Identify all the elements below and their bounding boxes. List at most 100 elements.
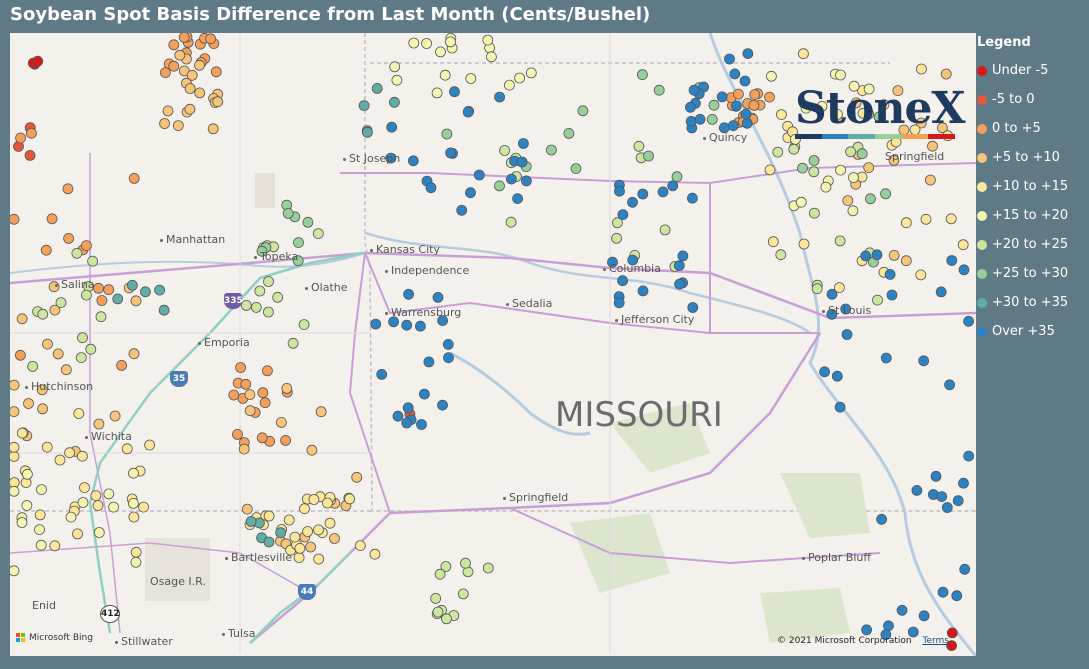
basis-point[interactable] — [388, 96, 400, 108]
basis-point[interactable] — [742, 48, 754, 60]
basis-point[interactable] — [633, 140, 645, 152]
basis-point[interactable] — [128, 348, 140, 360]
basis-point[interactable] — [462, 106, 474, 118]
basis-point[interactable] — [174, 49, 186, 61]
basis-point[interactable] — [302, 216, 314, 228]
basis-point[interactable] — [432, 606, 444, 618]
basis-point[interactable] — [79, 482, 90, 494]
basis-point[interactable] — [32, 55, 44, 67]
basis-point[interactable] — [10, 565, 20, 577]
basis-point[interactable] — [263, 510, 275, 522]
basis-point[interactable] — [907, 626, 919, 638]
basis-point[interactable] — [937, 122, 948, 134]
basis-point[interactable] — [800, 102, 812, 114]
basis-point[interactable] — [741, 117, 753, 129]
basis-point[interactable] — [283, 514, 295, 526]
basis-point[interactable] — [10, 213, 20, 225]
basis-point[interactable] — [811, 283, 823, 295]
basis-point[interactable] — [687, 302, 699, 313]
basis-point[interactable] — [128, 172, 140, 184]
basis-point[interactable] — [289, 531, 301, 543]
map-canvas[interactable]: MISSOURI St Joseph Manhattan Topeka Kans… — [10, 33, 976, 656]
basis-point[interactable] — [546, 144, 557, 156]
basis-point[interactable] — [250, 301, 262, 313]
basis-point[interactable] — [920, 213, 932, 225]
basis-point[interactable] — [797, 162, 808, 174]
basis-point[interactable] — [15, 132, 27, 144]
basis-point[interactable] — [514, 72, 526, 84]
basis-point[interactable] — [880, 352, 892, 364]
basis-point[interactable] — [139, 286, 151, 298]
basis-point[interactable] — [77, 497, 89, 508]
basis-point[interactable] — [706, 114, 718, 125]
basis-point[interactable] — [435, 46, 446, 58]
basis-point[interactable] — [940, 68, 952, 80]
basis-point[interactable] — [293, 552, 305, 563]
basis-point[interactable] — [729, 68, 741, 80]
basis-point[interactable] — [71, 247, 83, 259]
basis-point[interactable] — [93, 418, 105, 430]
basis-point[interactable] — [485, 51, 497, 63]
basis-point[interactable] — [951, 590, 963, 602]
basis-point[interactable] — [262, 306, 274, 318]
basis-point[interactable] — [764, 91, 775, 103]
basis-point[interactable] — [313, 553, 325, 565]
basis-point[interactable] — [465, 187, 476, 199]
basis-point[interactable] — [87, 255, 98, 267]
basis-point[interactable] — [108, 501, 119, 513]
legend-item[interactable]: +30 to +35 — [977, 288, 1087, 317]
basis-point[interactable] — [376, 368, 388, 380]
basis-point[interactable] — [159, 118, 171, 129]
basis-point[interactable] — [10, 451, 20, 462]
basis-point[interactable] — [617, 275, 628, 287]
basis-point[interactable] — [263, 536, 275, 548]
basis-point[interactable] — [54, 454, 66, 466]
basis-point[interactable] — [935, 286, 947, 298]
basis-point[interactable] — [900, 255, 912, 267]
basis-point[interactable] — [445, 147, 457, 159]
basis-point[interactable] — [391, 74, 403, 86]
basis-point[interactable] — [324, 517, 336, 529]
basis-point[interactable] — [329, 533, 340, 544]
basis-point[interactable] — [918, 610, 930, 622]
basis-point[interactable] — [847, 205, 859, 217]
basis-point[interactable] — [437, 399, 448, 411]
basis-point[interactable] — [637, 285, 649, 297]
basis-point[interactable] — [116, 359, 127, 371]
basis-point[interactable] — [130, 295, 142, 307]
basis-point[interactable] — [916, 63, 927, 75]
basis-point[interactable] — [386, 121, 398, 133]
legend-item[interactable]: +10 to +15 — [977, 172, 1087, 201]
basis-point[interactable] — [414, 320, 426, 332]
basis-point[interactable] — [128, 511, 140, 523]
basis-point[interactable] — [27, 360, 39, 372]
basis-point[interactable] — [313, 524, 324, 536]
basis-point[interactable] — [402, 402, 414, 414]
basis-point[interactable] — [826, 288, 838, 300]
basis-point[interactable] — [848, 80, 860, 92]
basis-point[interactable] — [643, 150, 654, 162]
basis-point[interactable] — [465, 73, 477, 84]
basis-point[interactable] — [434, 568, 446, 580]
basis-point[interactable] — [103, 488, 115, 500]
basis-point[interactable] — [72, 528, 83, 540]
basis-point[interactable] — [35, 539, 47, 551]
basis-point[interactable] — [835, 69, 846, 81]
legend-item[interactable]: +15 to +20 — [977, 201, 1087, 230]
basis-point[interactable] — [293, 237, 304, 249]
basis-point[interactable] — [739, 75, 751, 87]
basis-point[interactable] — [677, 250, 689, 262]
basis-point[interactable] — [52, 348, 64, 360]
basis-point[interactable] — [36, 484, 47, 496]
basis-point[interactable] — [275, 416, 287, 428]
legend-item[interactable]: +25 to +30 — [977, 259, 1087, 288]
basis-point[interactable] — [776, 109, 787, 120]
basis-point[interactable] — [159, 67, 171, 78]
basis-point[interactable] — [716, 91, 728, 103]
basis-point[interactable] — [63, 232, 74, 244]
basis-point[interactable] — [764, 164, 776, 176]
basis-point[interactable] — [766, 70, 777, 82]
basis-point[interactable] — [442, 338, 454, 350]
basis-point[interactable] — [445, 36, 456, 48]
basis-point[interactable] — [832, 109, 843, 120]
